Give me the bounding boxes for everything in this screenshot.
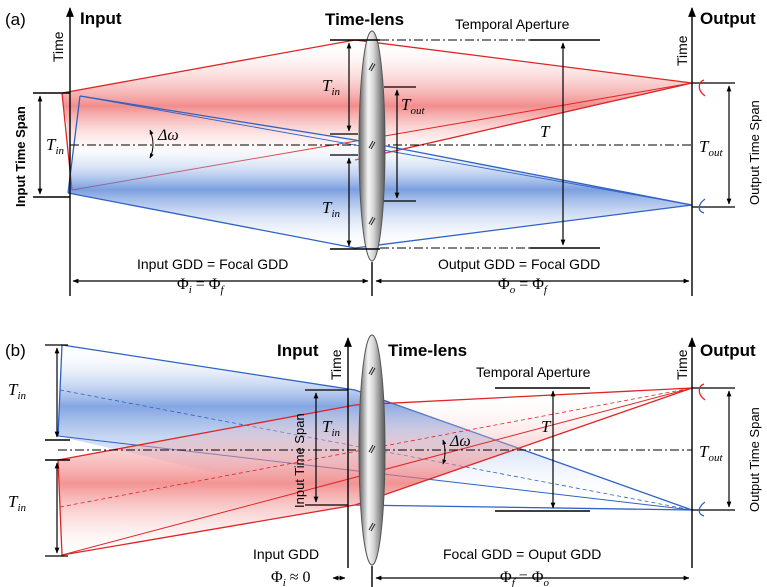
input-title-a: Input <box>80 9 122 28</box>
tin-mid-b: Tin <box>322 417 341 439</box>
time-lens-b <box>358 334 386 566</box>
tout-inner-a: Tout <box>401 95 425 117</box>
lens-marks-b <box>368 366 376 532</box>
red-beam-b-outline <box>57 387 693 556</box>
delta-omega-arc-b <box>442 439 447 465</box>
t-aperture-a: T <box>540 122 551 141</box>
blue-beam-b-center <box>59 389 693 511</box>
lens-marks-a <box>368 62 376 226</box>
output-span-label-b: Output Time Span <box>747 407 762 512</box>
input-span-label-b: Input Time Span <box>292 413 307 508</box>
right-phi-label-a: Φo = Φf <box>498 276 549 296</box>
output-pulse-red-a <box>698 79 706 97</box>
left-gdd-label-b: Input GDD <box>253 546 319 562</box>
output-title-a: Output <box>700 9 756 28</box>
time-label-left-b: Time <box>328 349 344 380</box>
aperture-label-b: Temporal Aperture <box>476 364 591 380</box>
lens-title-b: Time-lens <box>388 341 467 360</box>
time-label-left-a: Time <box>50 31 66 62</box>
red-beam-a-outline <box>61 39 693 161</box>
time-lens-a <box>358 30 386 262</box>
aperture-label-a: Temporal Aperture <box>455 16 570 32</box>
time-label-right-b: Time <box>674 349 690 380</box>
lens-title-a: Time-lens <box>325 10 404 29</box>
tout-right-a: Tout <box>699 137 723 159</box>
t-aperture-b: T <box>541 417 552 436</box>
panel-label-a: (a) <box>5 10 26 29</box>
tin-upper-a: Tin <box>322 76 341 98</box>
output-pulse-blue-b <box>698 501 706 517</box>
delta-omega-arc-a <box>149 129 154 159</box>
input-title-b: Input <box>277 341 319 360</box>
left-gdd-label-a: Input GDD = Focal GDD <box>137 256 288 272</box>
delta-omega-a: Δω <box>157 127 179 144</box>
output-title-b: Output <box>700 341 756 360</box>
red-beam-b-center <box>59 387 693 508</box>
blue-beam-a-upper <box>79 95 693 206</box>
time-label-right-a: Time <box>674 35 690 66</box>
output-pulse-red-b <box>698 383 706 401</box>
delta-omega-b: Δω <box>449 433 471 450</box>
output-span-label-a: Output Time Span <box>747 100 762 205</box>
tout-right-b: Tout <box>699 442 723 464</box>
tin-lower-a: Tin <box>322 198 341 220</box>
tin-main-a: Tin <box>46 135 65 157</box>
right-gdd-label-a: Output GDD = Focal GDD <box>438 256 600 272</box>
tin-upper-b: Tin <box>8 380 27 402</box>
left-phi-label-b: Φi ≈ 0 <box>271 569 311 587</box>
panel-b: (b) Input Time Time-lens Temporal Apertu… <box>5 334 762 587</box>
output-pulse-blue-a <box>698 198 706 214</box>
input-span-label-a: Input Time Span <box>13 106 28 207</box>
tin-lower-b: Tin <box>8 492 27 514</box>
blue-beam-b-outline <box>57 344 693 511</box>
panel-a: (a) Input Time Time-lens Temporal Apertu… <box>5 7 762 296</box>
right-phi-label-b: Φf = Φo <box>500 569 549 587</box>
panel-label-b: (b) <box>5 341 26 360</box>
right-gdd-label-b: Focal GDD = Ouput GDD <box>443 546 601 562</box>
left-phi-label-a: Φi = Φf <box>177 276 225 296</box>
